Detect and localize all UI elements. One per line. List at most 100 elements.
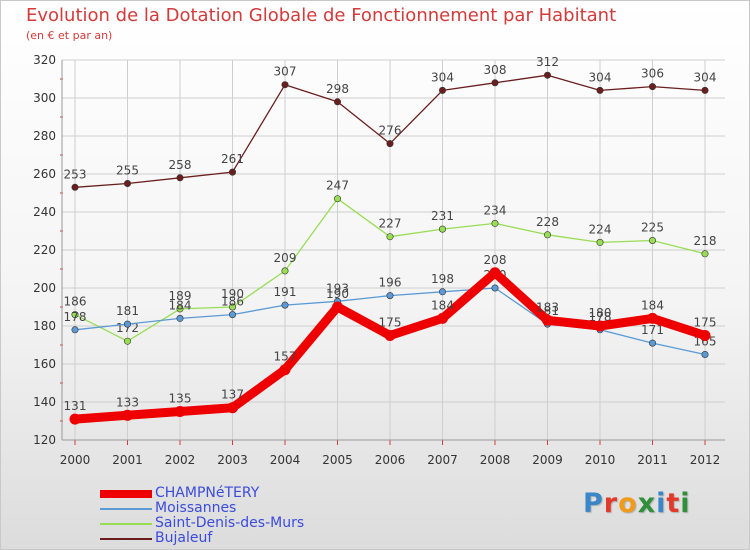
data-point-bujaleuf (229, 168, 237, 176)
x-tick-label: 2012 (690, 453, 721, 467)
data-label-champnetery: 183 (536, 300, 559, 314)
data-point-moissannes (648, 339, 656, 347)
y-tick-label: 220 (33, 243, 56, 257)
data-label-bujaleuf: 306 (641, 67, 664, 81)
data-point-bujaleuf (71, 183, 79, 191)
data-label-bujaleuf: 298 (326, 82, 349, 96)
data-label-champnetery: 184 (641, 298, 664, 312)
data-label-moissannes: 193 (326, 281, 349, 295)
data-point-champnetery (227, 402, 238, 414)
data-label-moissannes: 184 (169, 298, 192, 312)
data-point-saint-denis-des-murs (596, 238, 604, 246)
data-point-bujaleuf (491, 79, 499, 87)
data-label-moissannes: 178 (64, 310, 87, 324)
legend-label-saint-denis-des-murs: Saint-Denis-des-Murs (155, 515, 305, 531)
data-label-bujaleuf: 304 (431, 70, 454, 84)
data-point-bujaleuf (386, 140, 394, 148)
data-point-bujaleuf (438, 86, 446, 94)
x-tick-label: 2010 (585, 453, 616, 467)
data-point-bujaleuf (281, 81, 289, 89)
data-point-moissannes (701, 350, 709, 358)
data-label-bujaleuf: 276 (379, 124, 402, 138)
legend-swatch-saint-denis-des-murs (100, 523, 152, 525)
data-point-bujaleuf (648, 83, 656, 91)
data-point-champnetery (332, 301, 343, 313)
data-point-saint-denis-des-murs (701, 250, 709, 258)
data-point-moissannes (491, 284, 499, 292)
data-label-saint-denis-des-murs: 189 (169, 289, 192, 303)
data-label-moissannes: 178 (589, 310, 612, 324)
data-point-moissannes (176, 314, 184, 322)
data-label-bujaleuf: 253 (64, 167, 87, 181)
data-point-champnetery (647, 312, 658, 324)
chart-subtitle: (en € et par an) (26, 29, 113, 42)
data-label-saint-denis-des-murs: 186 (64, 295, 87, 309)
legend-label-moissannes: Moissannes (155, 500, 237, 516)
data-label-saint-denis-des-murs: 228 (536, 215, 559, 229)
data-label-champnetery: 135 (169, 392, 192, 406)
x-tick-label: 2001 (112, 453, 143, 467)
data-point-moissannes (71, 326, 79, 334)
data-label-saint-denis-des-murs: 190 (221, 287, 244, 301)
y-tick-label: 300 (33, 91, 56, 105)
data-point-moissannes (281, 301, 289, 309)
data-label-bujaleuf: 304 (589, 70, 612, 84)
data-label-champnetery: 133 (116, 395, 139, 409)
data-point-saint-denis-des-murs (438, 225, 446, 233)
data-label-champnetery: 175 (694, 316, 717, 330)
data-label-moissannes: 181 (116, 304, 139, 318)
x-tick-label: 2011 (637, 453, 668, 467)
data-label-moissannes: 196 (379, 276, 402, 290)
data-point-champnetery (699, 330, 711, 341)
data-label-saint-denis-des-murs: 231 (431, 209, 454, 223)
y-tick-label: 200 (33, 281, 56, 295)
data-label-saint-denis-des-murs: 247 (326, 179, 349, 193)
data-label-champnetery: 208 (484, 253, 507, 267)
y-tick-label: 180 (33, 319, 56, 333)
data-point-bujaleuf (176, 174, 184, 182)
data-label-champnetery: 157 (274, 350, 297, 364)
data-point-champnetery (542, 314, 553, 326)
data-point-bujaleuf (596, 86, 604, 94)
data-point-moissannes (124, 320, 132, 328)
data-label-champnetery: 175 (379, 316, 402, 330)
logo-letter: t (666, 488, 681, 519)
x-tick-label: 2007 (427, 453, 458, 467)
chart-title: Evolution de la Dotation Globale de Fonc… (26, 5, 617, 26)
data-label-champnetery: 137 (221, 388, 244, 402)
data-point-champnetery (594, 320, 606, 332)
data-label-bujaleuf: 307 (274, 65, 297, 79)
data-point-saint-denis-des-murs (386, 233, 394, 241)
data-point-saint-denis-des-murs (71, 311, 79, 319)
x-tick-label: 2005 (322, 453, 353, 467)
logo-letter: P (583, 488, 604, 519)
legend-swatch-moissannes (100, 508, 152, 510)
data-point-bujaleuf (543, 71, 551, 79)
data-label-bujaleuf: 261 (221, 152, 244, 166)
x-tick-label: 2008 (480, 453, 511, 467)
legend-label-champnetery: CHAMPNéTERY (155, 485, 260, 501)
data-label-bujaleuf: 258 (169, 158, 192, 172)
data-point-saint-denis-des-murs (229, 303, 237, 311)
y-tick-label: 320 (33, 53, 56, 67)
data-point-saint-denis-des-murs (176, 305, 184, 313)
data-point-bujaleuf (701, 86, 709, 94)
logo-letter: r (603, 488, 619, 519)
data-label-champnetery: 190 (326, 287, 349, 301)
x-tick-label: 2003 (217, 453, 248, 467)
data-point-champnetery (174, 406, 186, 417)
data-label-saint-denis-des-murs: 218 (694, 234, 717, 248)
data-point-saint-denis-des-murs (281, 267, 289, 275)
data-point-saint-denis-des-murs (124, 337, 132, 345)
data-label-saint-denis-des-murs: 209 (274, 251, 297, 265)
logo-letter: i (656, 488, 667, 519)
logo-letter: x (637, 488, 657, 519)
data-label-moissannes: 186 (221, 295, 244, 309)
data-label-moissannes: 191 (274, 285, 297, 299)
proxiti-logo[interactable]: Proxiti (583, 488, 691, 519)
logo-letter: i (680, 488, 691, 519)
data-point-moissannes (229, 311, 237, 319)
logo-letter: o (618, 488, 638, 519)
data-point-moissannes (386, 292, 394, 300)
